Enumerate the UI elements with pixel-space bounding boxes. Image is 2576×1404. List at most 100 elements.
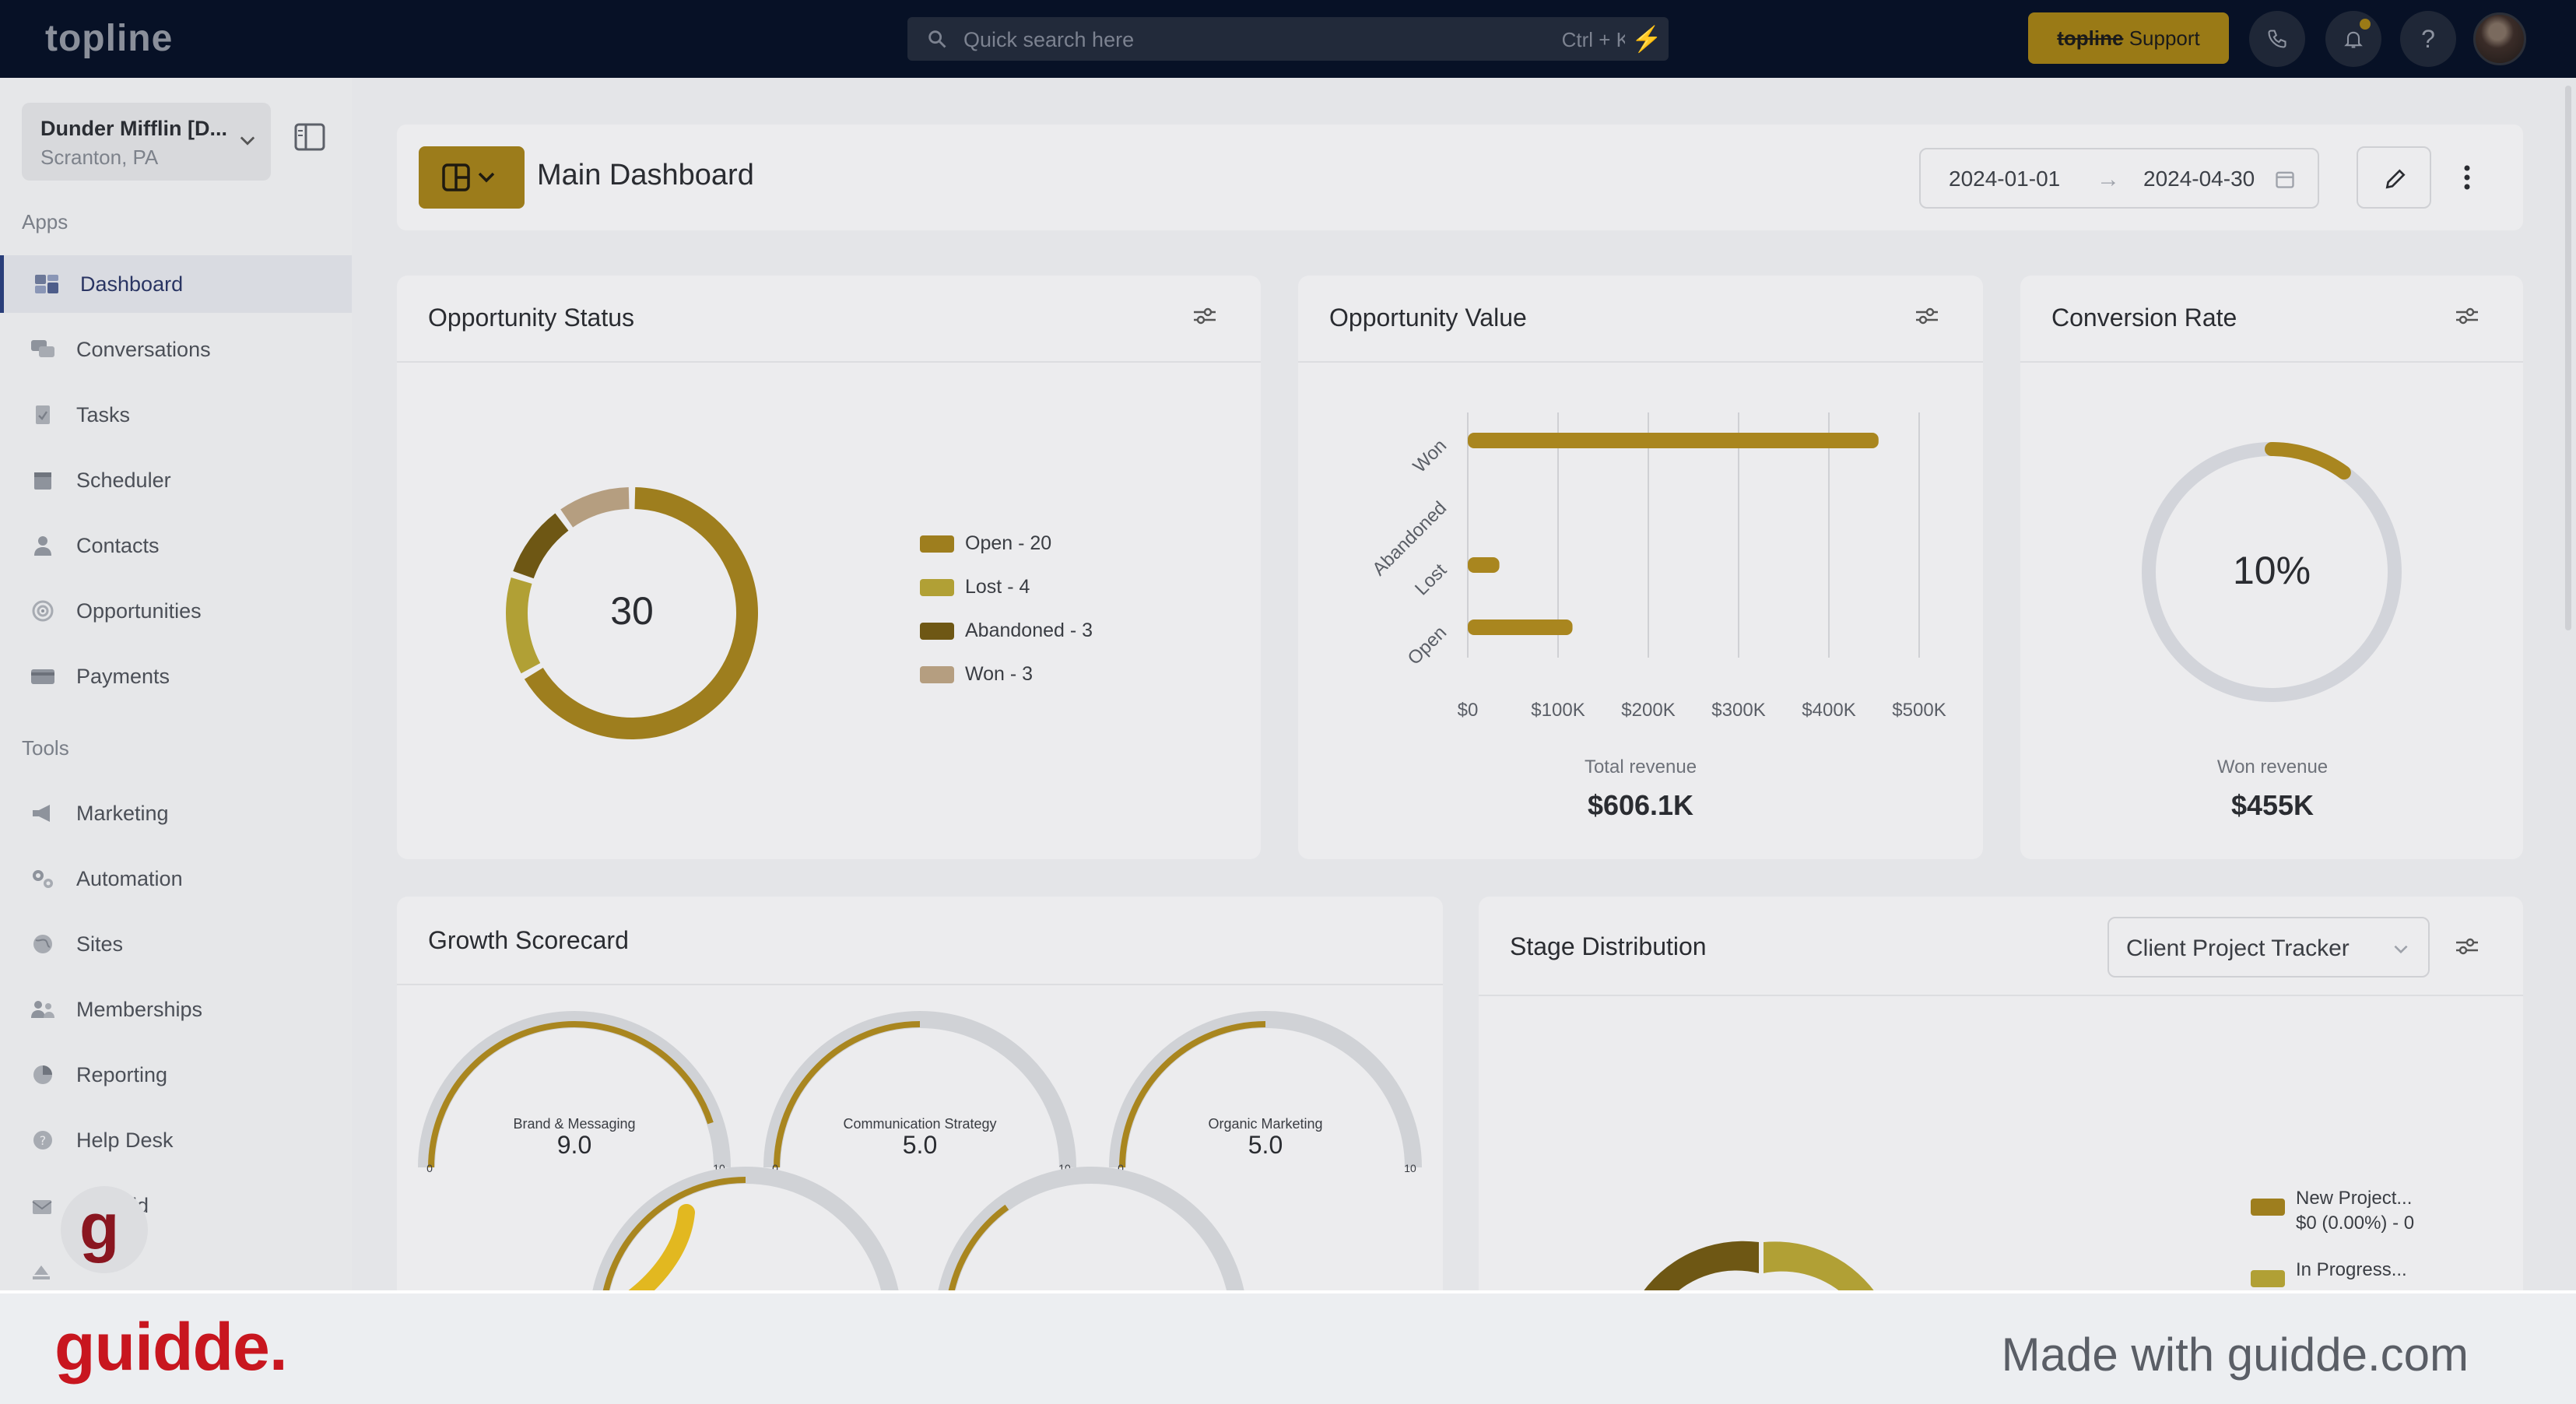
filter-icon[interactable] [2455,935,2479,957]
y-tick-label: Open [1404,622,1451,669]
location-switcher[interactable]: Dunder Mifflin [D... Scranton, PA [22,103,271,181]
chat-icon [31,340,54,357]
location-name: Dunder Mifflin [D... [40,117,227,140]
gauge-progress [1119,1021,1266,1168]
avatar[interactable] [2473,12,2526,65]
gauge-track [763,1011,1076,1168]
made-with-text[interactable]: Made with guidde.com [2001,1329,2469,1381]
filter-icon[interactable] [1192,305,1217,327]
legend-swatch [920,623,954,640]
guidde-widget[interactable]: g [61,1186,148,1273]
search-placeholder: Quick search here [963,28,1135,51]
sidebar-item-help-desk[interactable]: ? Help Desk [0,1111,352,1169]
gauge-value: 9.0 [557,1131,591,1159]
calendar-icon [2276,171,2294,188]
pipeline-select-value: Client Project Tracker [2126,935,2350,961]
sidebar-item-reporting[interactable]: Reporting [0,1046,352,1104]
edit-dashboard-button[interactable] [2357,146,2431,209]
sidebar-item-label: Automation [76,867,183,890]
sidebar-item-sites[interactable]: Sites [0,915,352,973]
bar-open[interactable] [1468,620,1573,635]
arrow-right-icon: → [2097,167,2120,192]
help-icon: ? [2421,25,2435,53]
sidebar-item-label: Scheduler [76,469,171,492]
sidebar-item-label: Conversations [76,338,211,361]
stage-distribution-donut [1637,1241,1880,1300]
y-tick-label: Won [1409,435,1451,477]
donut-segment-lost[interactable] [506,577,541,674]
legend-label: Open - 20 [965,532,1052,554]
sidebar-item-dashboard[interactable]: Dashboard [0,255,352,313]
clipboard-icon [36,405,50,424]
search-icon [928,30,946,48]
legend-label: New Project... [2296,1188,2413,1209]
sidebar-item-conversations[interactable]: Conversations [0,321,352,378]
opportunity-value-card [1298,276,1983,859]
gauge-label: Organic Marketing [1208,1116,1322,1132]
donut-segment-won[interactable] [560,487,630,528]
card-title: Growth Scorecard [428,926,629,954]
help-button[interactable]: ? [2400,11,2456,67]
gauge-min-label: 0 [426,1162,433,1174]
gauge-value: 5.0 [1248,1131,1283,1159]
pencil-icon [2385,169,2406,189]
help-circle-icon: ? [33,1131,52,1150]
phone-button[interactable] [2249,11,2305,67]
sidebar-item-tasks[interactable]: Tasks [0,386,352,444]
sidebar-item-marketing[interactable]: Marketing [0,784,352,842]
filter-icon[interactable] [2455,305,2479,327]
conversion-rate-ring: 10% [2142,442,2402,702]
sidebar-item-mailfold[interactable]: Mailfold [0,1177,352,1234]
sidebar-item-opportunities[interactable]: Opportunities [0,582,352,640]
gauge-progress [428,1021,714,1168]
guidde-logo[interactable]: guidde. [54,1310,288,1385]
page-title: Main Dashboard [537,159,754,191]
filter-icon[interactable] [1914,305,1939,327]
notifications-button[interactable] [2325,11,2381,67]
sidebar-item-label: Contacts [76,534,160,557]
bar-won[interactable] [1468,433,1879,448]
stage-distribution-card [1479,897,2523,1301]
legend-swatch [2251,1199,2285,1216]
apps-section-title: Apps [22,210,68,233]
sidebar-item-label: Memberships [76,998,203,1021]
legend-label: In Progress... [2296,1259,2407,1280]
bar-lost[interactable] [1468,557,1500,573]
support-button[interactable]: topline Support [2028,12,2229,64]
people-icon [31,1001,54,1018]
donut-segment-open[interactable] [524,487,758,739]
search-input[interactable]: Quick search here Ctrl + K [907,17,1655,61]
gauge-track [418,1011,731,1168]
sidebar-item-automation[interactable]: Automation [0,850,352,907]
dashboard-switcher-button[interactable] [419,146,525,209]
sidebar-item-label: Tasks [76,403,131,426]
more-vertical-icon[interactable] [2451,154,2483,201]
donut-segment-abandoned[interactable] [513,513,569,579]
x-tick-label: $200K [1621,700,1675,721]
divider [1479,995,2523,996]
quick-action-bolt-icon[interactable]: ⚡ [1625,17,1669,61]
legend-value: $0 (0.00%) - 0 [2296,1213,2415,1234]
brand-logo[interactable]: topline [45,18,174,59]
location-city: Scranton, PA [40,146,159,169]
sidebar-item-memberships[interactable]: Memberships [0,981,352,1038]
ring-progress [2265,442,2351,480]
sidebar-item-contacts[interactable]: Contacts [0,517,352,574]
sidebar-item-label: Dashboard [80,272,184,296]
sidebar-item-scheduler[interactable]: Scheduler [0,451,352,509]
gauge-track [590,1167,901,1307]
stage-segment [1637,1241,1759,1300]
pipeline-select[interactable]: Client Project Tracker [2107,917,2430,978]
total-revenue-value: $606.1K [1587,789,1694,821]
collapse-sidebar-icon[interactable] [294,123,325,151]
notification-dot [2360,19,2371,30]
sidebar-item-payments[interactable]: Payments [0,648,352,705]
page-scrollbar[interactable] [2565,86,2571,630]
divider [1298,361,1983,363]
sidebar: Dunder Mifflin [D... Scranton, PA Apps D… [0,78,352,1292]
card-title: Opportunity Value [1329,304,1527,332]
date-range-picker[interactable]: 2024-01-01 → 2024-04-30 [1919,148,2319,209]
card-title: Opportunity Status [428,304,635,332]
total-revenue-label: Total revenue [1584,756,1697,777]
